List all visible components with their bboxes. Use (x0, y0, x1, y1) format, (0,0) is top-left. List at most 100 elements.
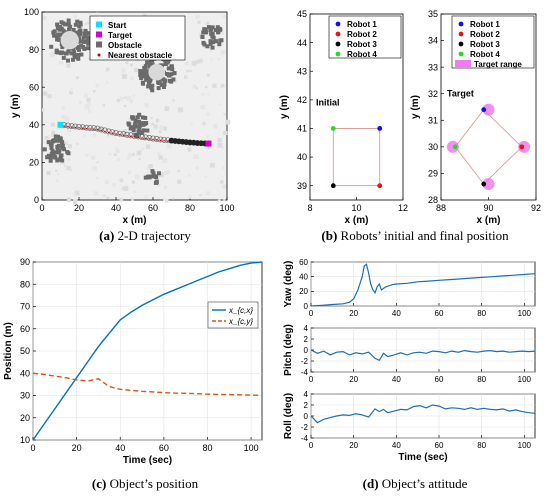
x-tick-label: 0 (30, 443, 35, 453)
legend-label: x_{c,y} (228, 317, 253, 326)
y-tick-label: 20 (20, 413, 30, 423)
free-space-cell (58, 60, 64, 65)
obstacle-cell (66, 18, 71, 23)
nearest-obstacle-point (159, 139, 162, 142)
start-point (57, 121, 64, 128)
nearest-obstacle-point (137, 136, 139, 139)
obstacle-cell (86, 41, 91, 46)
free-space-cell (70, 87, 74, 90)
obstacle-cell (60, 45, 65, 50)
free-space-cell (123, 104, 127, 108)
free-space-cell (163, 171, 168, 176)
y-tick-label: -4 (301, 434, 309, 443)
free-space-cell (103, 194, 106, 198)
free-space-cell (166, 170, 170, 174)
obstacle-cell (137, 124, 142, 129)
formation-edge (483, 146, 523, 185)
y-tick-label: 20 (29, 158, 39, 168)
caption-c-text: Object’s position (106, 476, 199, 491)
obstacle-cell (57, 138, 62, 143)
free-space-cell (131, 152, 135, 157)
target-range-zone (482, 103, 495, 116)
free-space-cell (191, 60, 197, 66)
x-tick-label: 60 (148, 203, 158, 213)
obstacle-cell (137, 112, 142, 117)
free-space-cell (221, 184, 227, 189)
y-tick-label: 41 (297, 124, 307, 134)
y-tick-label: 10 (20, 435, 30, 445)
free-space-cell (144, 195, 148, 199)
target-point (205, 140, 212, 147)
free-space-cell (222, 166, 225, 169)
free-space-cell (121, 68, 126, 73)
y-axis-label: y (m) (410, 95, 421, 119)
caption-b-letter: (b) (321, 228, 338, 243)
axes-b-target: 88 90 92 28 29 30 31 32 33 34 35 x (m) y (m) (410, 9, 541, 226)
nearest-obstacle-point (130, 135, 132, 138)
obstacle-cell (77, 36, 82, 41)
y-tick-label: 40 (299, 272, 308, 281)
nearest-obstacle-point (144, 137, 147, 140)
legend-marker (96, 41, 102, 48)
legend-marker (458, 51, 464, 57)
obstacle-cell (71, 49, 76, 54)
free-space-cell (76, 142, 79, 145)
free-space-cell (119, 98, 122, 101)
obstacle-cell (78, 28, 83, 33)
free-space-cell (130, 122, 133, 125)
x-tick-label: 60 (159, 443, 169, 453)
free-space-cell (144, 103, 149, 108)
free-space-cell (49, 51, 55, 57)
free-space-cell (223, 113, 226, 116)
obstacle-cell (79, 39, 84, 44)
y-axis-label: y (m) (10, 94, 21, 118)
free-space-cell (220, 180, 224, 184)
obstacle-cell (59, 20, 64, 25)
obstacle-cell (206, 25, 211, 30)
free-space-cell (123, 96, 127, 99)
caption-d-letter: (d) (362, 476, 379, 491)
y-tick-label: 0 (304, 302, 309, 311)
free-space-cell (67, 157, 71, 162)
free-space-cell (42, 108, 46, 112)
nearest-obstacle-point (85, 127, 88, 130)
y-tick-label: 80 (20, 279, 30, 289)
obstacle-cell (51, 152, 56, 157)
series-line-xcx (32, 261, 263, 441)
obstacle-cell (58, 157, 63, 162)
free-space-cell (155, 118, 160, 123)
free-space-cell (86, 21, 90, 25)
y-tick-label: 50 (20, 346, 30, 356)
free-space-cell (83, 93, 88, 98)
obstacle-cell (162, 82, 167, 87)
free-space-cell (159, 125, 164, 131)
annotation-initial: Initial (316, 98, 340, 108)
free-space-cell (217, 142, 223, 148)
obstacle-cell (86, 35, 91, 40)
free-space-cell (190, 122, 193, 125)
obstacle-cell (162, 78, 167, 83)
free-space-cell (212, 83, 217, 88)
trajectory-point (68, 123, 75, 130)
free-space-cell (162, 126, 167, 131)
obstacle-cell (144, 77, 149, 82)
free-space-cell (64, 116, 70, 122)
free-space-cell (72, 199, 78, 204)
free-space-cell (222, 15, 226, 18)
caption-c-letter: (c) (91, 476, 107, 491)
obstacle-cell (71, 28, 76, 33)
free-space-cell (138, 157, 141, 161)
obstacle-cell (52, 33, 57, 38)
free-space-cell (178, 107, 184, 113)
free-space-cell (96, 161, 99, 164)
y-tick-label: -4 (301, 368, 309, 377)
free-space-cell (163, 185, 168, 190)
obstacle-cell (142, 65, 147, 70)
panel-d-pitch-marks (310, 349, 536, 362)
free-space-cell (205, 191, 210, 196)
series-line-yaw (310, 263, 536, 307)
formation-edge (483, 109, 523, 148)
obstacle-cell (53, 150, 58, 155)
free-space-cell (115, 149, 120, 153)
